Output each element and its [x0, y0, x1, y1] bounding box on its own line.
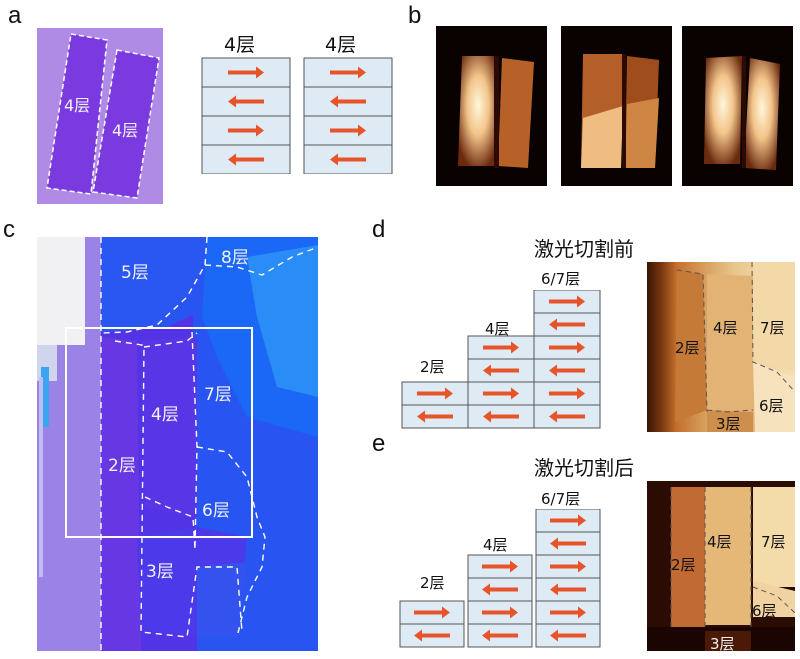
- arrow-left-icon: [550, 583, 586, 596]
- stack-title: 4层: [325, 34, 357, 56]
- layer-cell: [201, 144, 291, 174]
- panel-d-title: 激光切割前: [534, 237, 634, 261]
- stack-label: 4层: [485, 320, 510, 338]
- arrow-right-icon: [483, 387, 519, 400]
- stack-label: 4层: [483, 536, 508, 554]
- flake-label: 4层: [112, 121, 139, 140]
- panel-e-title: 激光切割后: [534, 456, 634, 480]
- stack-label: 2层: [420, 574, 445, 592]
- region-label: 4层: [151, 405, 179, 425]
- arrow-left-icon: [549, 410, 585, 423]
- panel-a-micrograph: [37, 28, 163, 204]
- region-label: 2层: [108, 456, 136, 476]
- image-label: 7层: [761, 533, 786, 551]
- stack-title: 4层: [224, 34, 256, 56]
- image-label: 3层: [716, 415, 741, 433]
- region-label: 7层: [204, 385, 232, 405]
- panel-label-e: e: [372, 430, 386, 457]
- stack-label: 6/7层: [541, 490, 581, 508]
- image-label: 6层: [752, 602, 777, 620]
- arrow-right-icon: [417, 387, 453, 400]
- flake-label: 4层: [64, 96, 91, 115]
- arrow-left-icon: [550, 537, 586, 550]
- arrow-left-icon: [417, 410, 453, 423]
- arrow-left-icon: [482, 583, 518, 596]
- region-label: 3层: [146, 562, 174, 582]
- arrow-left-icon: [549, 364, 585, 377]
- panel-e-image: [647, 481, 795, 651]
- image-label: 2层: [671, 556, 696, 574]
- region-label: 6层: [202, 501, 230, 521]
- image-label: 3层: [710, 635, 735, 653]
- image-label: 2层: [675, 339, 700, 357]
- arrow-left-icon: [330, 95, 366, 108]
- arrow-left-icon: [550, 629, 586, 642]
- region-label: 5层: [121, 263, 149, 283]
- image-label: 6层: [759, 397, 784, 415]
- panel-b-image-3: [682, 26, 793, 186]
- panel-label-c: c: [3, 216, 15, 243]
- arrow-right-icon: [483, 341, 519, 354]
- panel-label-d: d: [372, 216, 386, 243]
- arrow-right-icon: [228, 124, 264, 137]
- arrow-right-icon: [330, 66, 366, 79]
- arrow-right-icon: [482, 606, 518, 619]
- arrow-right-icon: [549, 341, 585, 354]
- arrow-left-icon: [330, 153, 366, 166]
- arrow-right-icon: [550, 560, 586, 573]
- arrow-right-icon: [550, 606, 586, 619]
- arrow-right-icon: [330, 124, 366, 137]
- panel-d-image: [647, 262, 795, 432]
- image-label: 4层: [707, 533, 732, 551]
- panel-label-a: a: [8, 2, 22, 29]
- arrow-right-icon: [482, 560, 518, 573]
- panel-d-layer-stack: [401, 290, 601, 429]
- arrow-left-icon: [483, 410, 519, 423]
- panel-b-image-1: [436, 26, 547, 186]
- arrow-left-icon: [414, 629, 450, 642]
- panel-c-micrograph: [37, 237, 318, 651]
- arrow-left-icon: [228, 95, 264, 108]
- arrow-right-icon: [550, 514, 586, 527]
- stack-label: 6/7层: [541, 270, 581, 288]
- arrow-left-icon: [228, 153, 264, 166]
- panel-label-b: b: [408, 2, 422, 29]
- arrow-left-icon: [483, 364, 519, 377]
- region-label: 8层: [221, 248, 249, 268]
- panel-b-image-2: [561, 26, 672, 186]
- image-label: 4层: [713, 319, 738, 337]
- arrow-left-icon: [482, 629, 518, 642]
- image-label: 7层: [760, 319, 785, 337]
- panel-a-layer-stacks: [201, 57, 393, 174]
- stack-label: 2层: [420, 358, 445, 376]
- arrow-right-icon: [414, 606, 450, 619]
- arrow-right-icon: [228, 66, 264, 79]
- arrow-left-icon: [549, 318, 585, 331]
- panel-e-layer-stack: [399, 509, 601, 648]
- arrow-right-icon: [549, 387, 585, 400]
- arrow-right-icon: [549, 295, 585, 308]
